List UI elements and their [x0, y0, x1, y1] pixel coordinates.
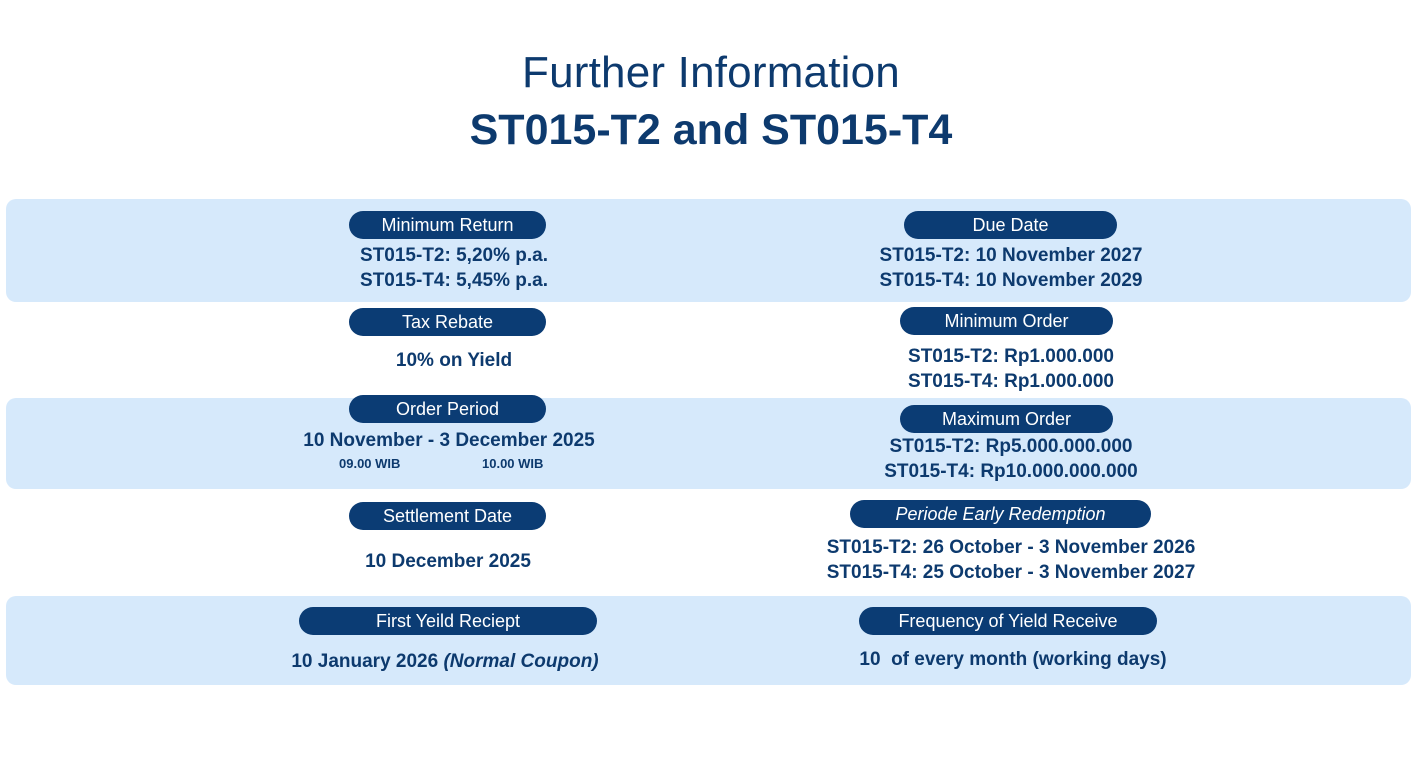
order-period-start-time: 09.00 WIB [339, 456, 401, 471]
order-period-end-time: 10.00 WIB [482, 456, 544, 471]
maximum-order-t2: ST015-T2: Rp5.000.000.000 [889, 436, 1133, 457]
early-redemption-t2: ST015-T2: 26 October - 3 November 2026 [826, 537, 1196, 558]
row-band-3 [6, 398, 1411, 489]
due-date-t4: ST015-T4: 10 November 2029 [879, 270, 1143, 291]
row-band-5 [6, 596, 1411, 685]
page-subtitle: ST015-T2 and ST015-T4 [469, 106, 953, 154]
first-yield-date: 10 January 2026 [291, 651, 439, 672]
yield-frequency-label: Frequency of Yield Receive [859, 607, 1157, 635]
minimum-return-t4: ST015-T4: 5,45% p.a. [360, 270, 548, 291]
row-band-1 [6, 199, 1411, 302]
page-title: Further Information [522, 48, 900, 97]
minimum-return-t2: ST015-T2: 5,20% p.a. [360, 245, 548, 266]
due-date-t2: ST015-T2: 10 November 2027 [879, 245, 1143, 266]
maximum-order-t4: ST015-T4: Rp10.000.000.000 [884, 461, 1138, 482]
maximum-order-label: Maximum Order [900, 405, 1113, 433]
settlement-date-label: Settlement Date [349, 502, 546, 530]
minimum-order-t2: ST015-T2: Rp1.000.000 [908, 346, 1114, 367]
tax-rebate-label: Tax Rebate [349, 308, 546, 336]
early-redemption-label: Periode Early Redemption [850, 500, 1151, 528]
minimum-order-label: Minimum Order [900, 307, 1113, 335]
yield-frequency-value: 10 of every month (working days) [859, 649, 1167, 670]
order-period-label: Order Period [349, 395, 546, 423]
early-redemption-t4: ST015-T4: 25 October - 3 November 2027 [826, 562, 1196, 583]
first-yield-note: (Normal Coupon) [443, 651, 599, 672]
minimum-order-t4: ST015-T4: Rp1.000.000 [908, 371, 1114, 392]
settlement-date-value: 10 December 2025 [365, 551, 531, 572]
minimum-return-label: Minimum Return [349, 211, 546, 239]
first-yield-label: First Yeild Reciept [299, 607, 597, 635]
due-date-label: Due Date [904, 211, 1117, 239]
first-yield-value: 10 January 2026 (Normal Coupon) [195, 649, 695, 674]
order-period-dates: 10 November - 3 December 2025 [303, 430, 595, 451]
tax-rebate-value: 10% on Yield [395, 350, 513, 371]
